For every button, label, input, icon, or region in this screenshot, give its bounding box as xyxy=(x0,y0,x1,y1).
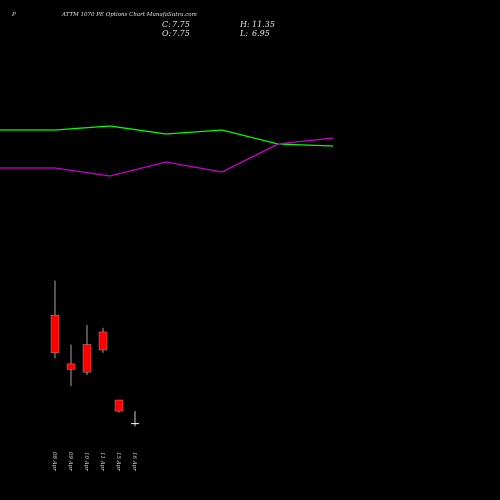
chart-title: ATTM 1070 PE Options Chart MunafaSutra.c… xyxy=(62,12,197,18)
high-value: 11.35 xyxy=(252,20,275,29)
x-tick-label: 10 Apr xyxy=(83,452,89,471)
close-label: C: xyxy=(162,20,171,29)
x-tick-label: 09 Apr xyxy=(67,452,73,471)
line-series-2 xyxy=(0,137,334,177)
candle-body xyxy=(66,363,76,370)
candle-body xyxy=(50,315,60,353)
x-tick-label: 08 Apr xyxy=(51,452,57,471)
candle-body xyxy=(98,331,108,351)
header-letter: P xyxy=(12,12,16,18)
x-tick-label: 11 Apr xyxy=(99,452,105,471)
close-value: 7.75 xyxy=(172,20,190,29)
low-value: 6.95 xyxy=(252,29,270,38)
open-label: O: xyxy=(162,29,172,38)
high-label: H: xyxy=(240,20,250,29)
low-label: L: xyxy=(240,29,249,38)
x-tick-label: 16 Apr xyxy=(131,452,137,471)
open-value: 7.75 xyxy=(172,29,190,38)
candle-body xyxy=(114,399,124,412)
candle-body xyxy=(82,344,92,373)
x-tick-label: 15 Apr xyxy=(115,452,121,471)
